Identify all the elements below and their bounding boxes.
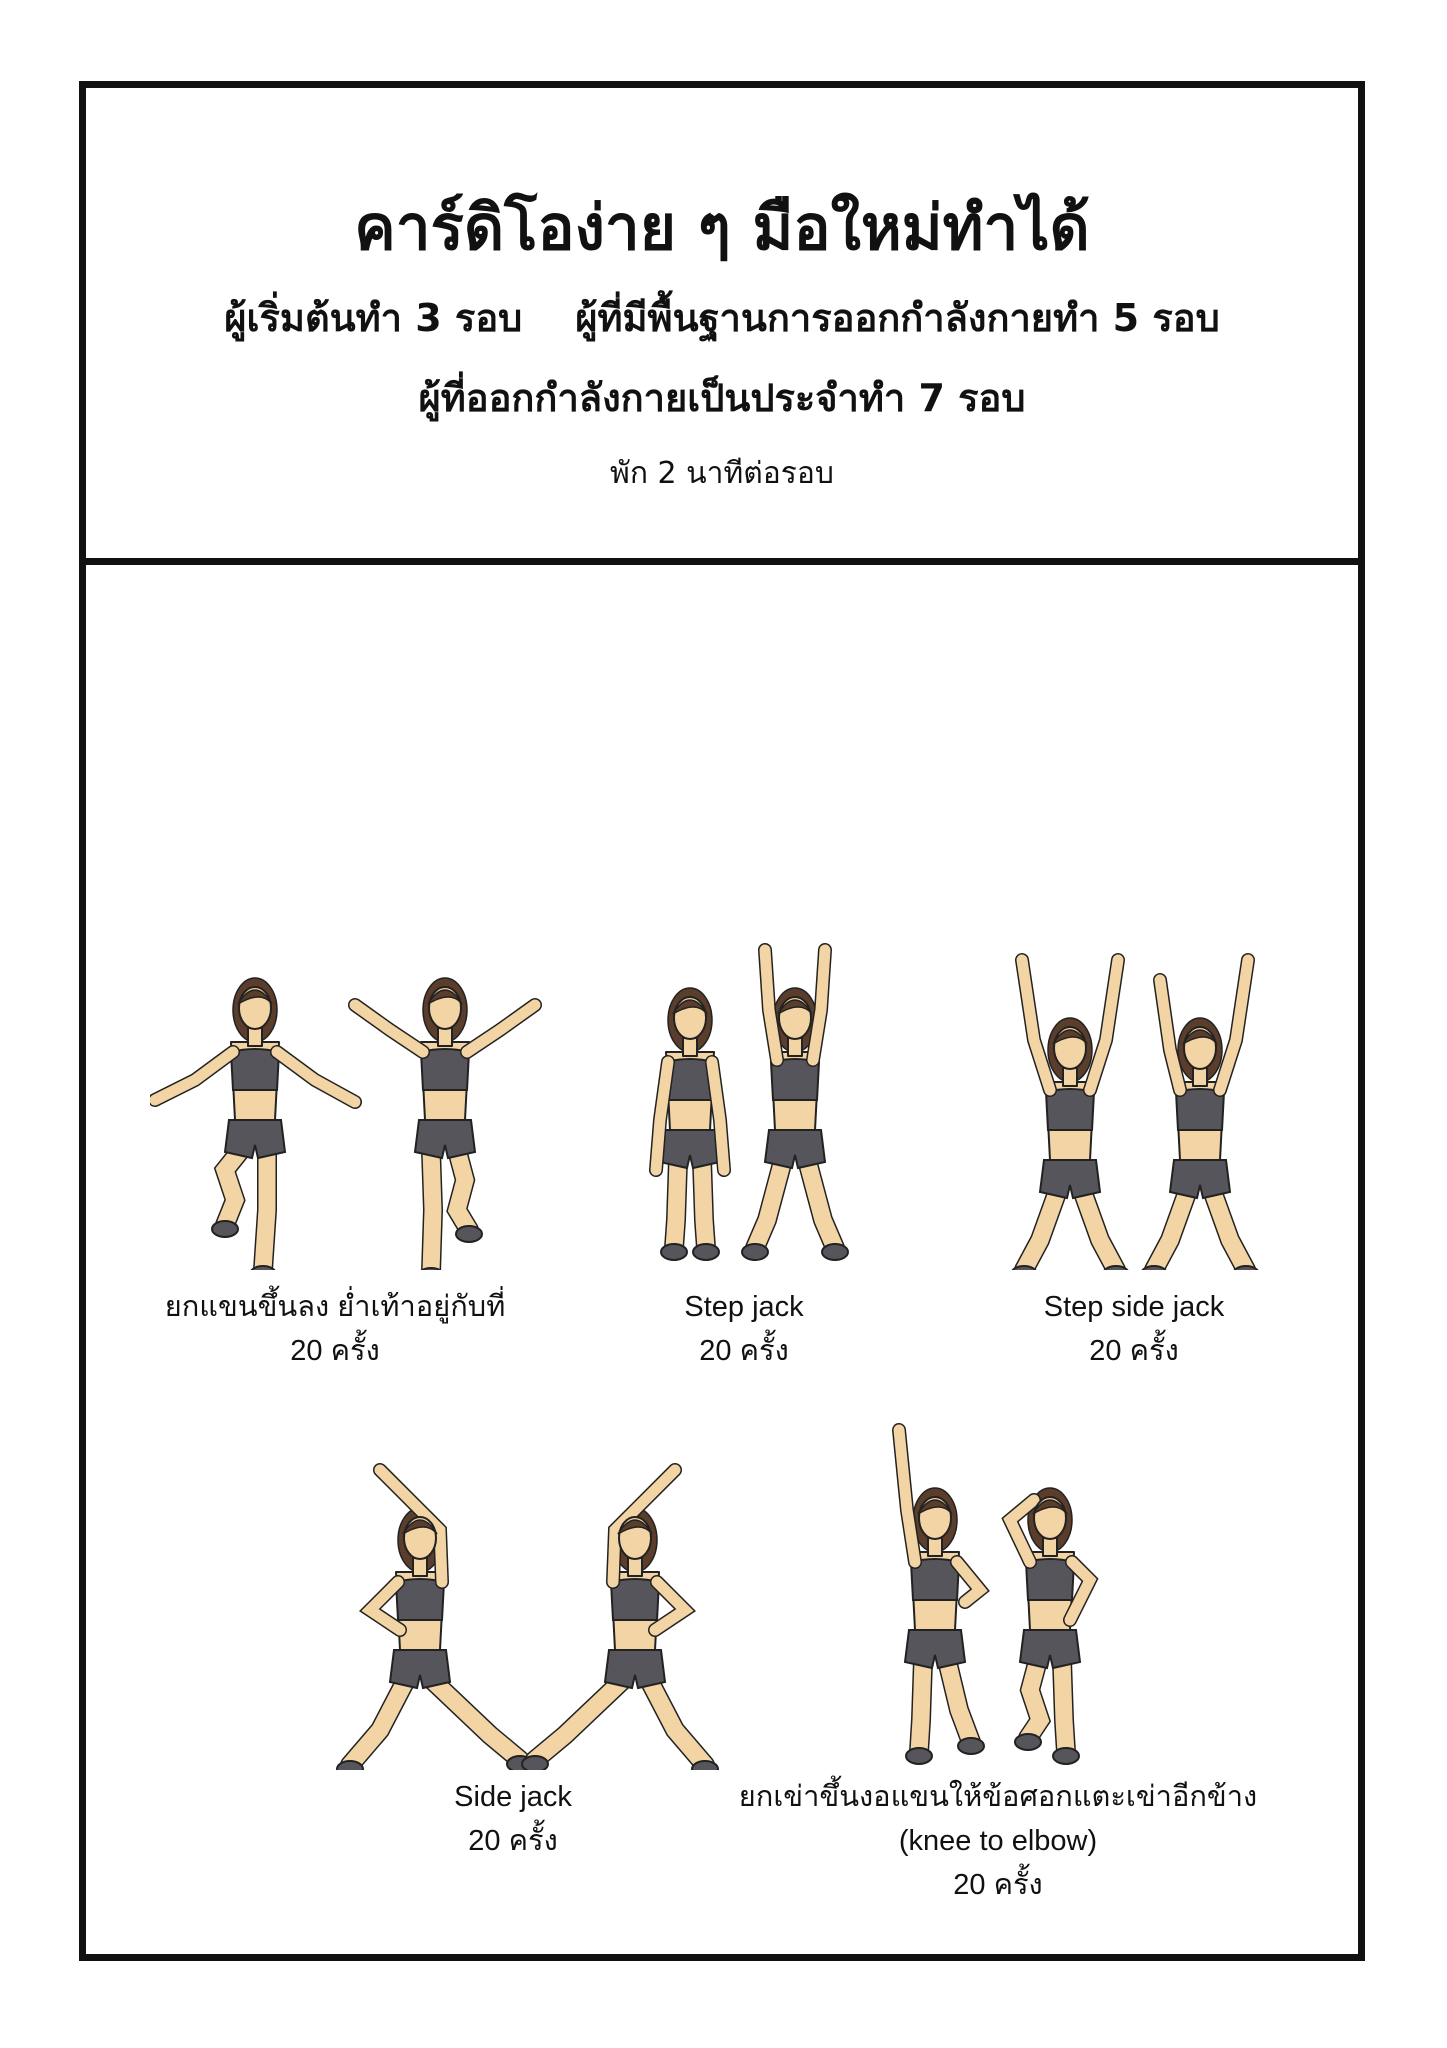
rounds-regular: ผู้ที่ออกกำลังกายเป็นประจำทำ 7 รอบ xyxy=(418,376,1026,420)
exercise-caption: Side jack 20 ครั้ง xyxy=(454,1775,572,1863)
exercise-name: ยกเข่าขึ้นงอแขนให้ข้อศอกแตะเข่าอีกข้าง xyxy=(738,1781,1258,1813)
exercise-name: Step jack xyxy=(684,1291,804,1323)
exercise-caption: ยกแขนขึ้นลง ย่ำเท้าอยู่กับที่ 20 ครั้ง xyxy=(165,1285,506,1373)
poster-title: คาร์ดิโอง่าย ๆ มือใหม่ทำได้ xyxy=(354,191,1090,264)
exercise-name: ยกแขนขึ้นลง ย่ำเท้าอยู่กับที่ xyxy=(164,1291,506,1323)
figure-arm-raise-march xyxy=(150,977,542,1270)
exercise-name: Side jack xyxy=(454,1781,572,1813)
rounds-by-level: ผู้เริ่มต้นทำ 3 รอบ ผู้ที่มีพื้นฐานการออ… xyxy=(224,296,1220,340)
poster-frame: คาร์ดิโอง่าย ๆ มือใหม่ทำได้ ผู้เริ่มต้นท… xyxy=(79,81,1365,1961)
exercise-caption: Step jack 20 ครั้ง xyxy=(684,1285,803,1373)
exercise-name-english: (knee to elbow) xyxy=(898,1825,1098,1857)
exercise-caption: Step side jack 20 ครั้ง xyxy=(1044,1285,1225,1373)
exercise-name: Step side jack xyxy=(1043,1291,1225,1323)
exercise-reps: 20 ครั้ง xyxy=(468,1825,558,1857)
figure-step-side-jack xyxy=(1011,953,1259,1270)
exercise-reps: 20 ครั้ง xyxy=(290,1335,380,1367)
figure-side-jack xyxy=(336,1463,719,1770)
figure-step-jack xyxy=(649,943,849,1261)
exercise-caption: ยกเข่าขึ้นงอแขนให้ข้อศอกแตะเข่าอีกข้าง (… xyxy=(739,1775,1257,1907)
rest-note: พัก 2 นาทีต่อรอบ xyxy=(610,456,834,491)
exercise-reps: 20 ครั้ง xyxy=(699,1335,789,1367)
figure-knee-to-elbow xyxy=(892,1423,1099,1765)
header-panel: คาร์ดิโอง่าย ๆ มือใหม่ทำได้ ผู้เริ่มต้นท… xyxy=(86,88,1358,565)
exercise-reps: 20 ครั้ง xyxy=(1089,1335,1179,1367)
exercise-reps: 20 ครั้ง xyxy=(953,1869,1043,1901)
